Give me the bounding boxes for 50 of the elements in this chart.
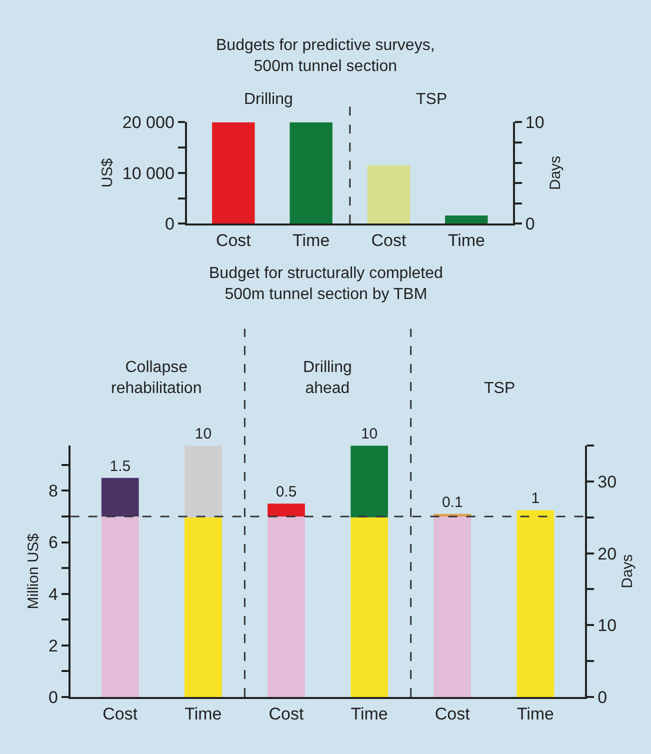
x-tick-label: Time xyxy=(516,704,554,724)
y2-tick-label: 20 xyxy=(598,544,617,564)
y2-tick-label: 0 xyxy=(598,688,608,707)
y2-tick-label: 0 xyxy=(525,214,535,234)
x-tick-label: Time xyxy=(184,704,222,724)
data-label: 1 xyxy=(531,490,540,508)
y-tick-label: 8 xyxy=(48,482,58,501)
chart-title: Budgets for predictive surveys, 500m tunnel section xyxy=(216,37,435,75)
chart-title: Budget for structurally completed 500m tunnel section by TBM xyxy=(209,265,443,303)
y2-axis-title: Days xyxy=(619,554,636,588)
text: TSP xyxy=(484,380,516,397)
data-label: 0.5 xyxy=(276,484,297,501)
y2-axis-title: Days xyxy=(546,156,564,190)
bar xyxy=(101,478,139,516)
text: Drilling xyxy=(244,91,293,108)
data-label: 10 xyxy=(194,426,212,443)
x-tick-label: Cost xyxy=(371,231,406,250)
y2-tick-label: 10 xyxy=(525,113,544,132)
text: TSP xyxy=(416,91,448,108)
data-label: 0.1 xyxy=(442,494,463,511)
y-axis-title: Million US$ xyxy=(25,532,42,610)
x-tick-label: Cost xyxy=(434,704,470,724)
y2-tick-label: 10 xyxy=(598,616,617,636)
bar xyxy=(101,516,139,697)
x-tick-label: Cost xyxy=(102,704,138,724)
y-tick-label: 6 xyxy=(48,533,58,552)
text: Drilling ahead xyxy=(303,359,352,397)
data-label: 10 xyxy=(360,426,378,443)
bar xyxy=(350,446,388,518)
bar xyxy=(268,516,305,697)
y-axis-title: US$ xyxy=(99,158,116,188)
bar xyxy=(184,517,222,697)
y-tick-label: 20 000 xyxy=(122,113,174,132)
y-tick-label: 10 000 xyxy=(122,164,174,183)
y-tick-label: 0 xyxy=(164,214,174,234)
x-tick-label: Time xyxy=(448,231,485,250)
x-tick-label: Time xyxy=(350,704,388,724)
y-tick-label: 2 xyxy=(48,636,58,656)
data-label: 1.5 xyxy=(110,458,131,475)
y-tick-label: 4 xyxy=(48,584,58,604)
x-tick-label: Cost xyxy=(216,231,252,250)
text: Collapse rehabilitation xyxy=(111,359,202,397)
x-tick-label: Cost xyxy=(268,704,304,724)
x-tick-label: Time xyxy=(292,231,330,250)
bar xyxy=(434,516,472,697)
y2-tick-label: 30 xyxy=(598,472,617,492)
bar xyxy=(184,446,222,518)
bar xyxy=(350,517,388,697)
y-tick-label: 0 xyxy=(48,688,58,707)
bar xyxy=(268,504,305,516)
